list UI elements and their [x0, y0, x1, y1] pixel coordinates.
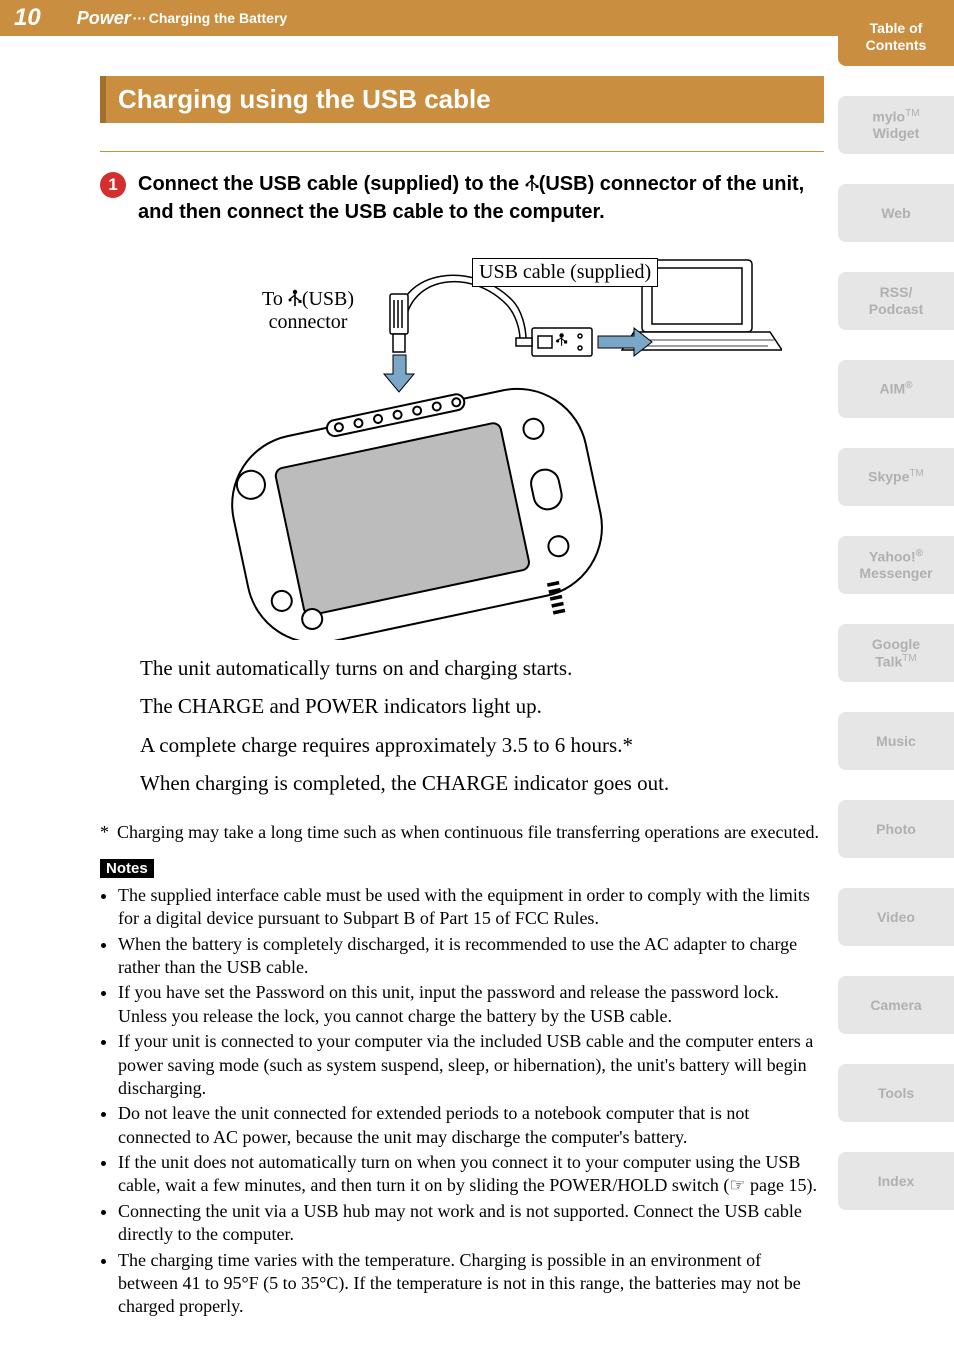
footnote: * Charging may take a long time such as … — [100, 821, 824, 844]
note-item: If your unit is connected to your comput… — [118, 1030, 824, 1100]
section-rule — [100, 151, 824, 152]
nav-tab-label: GoogleTalkTM — [872, 636, 920, 670]
nav-tab[interactable]: Video — [838, 888, 954, 946]
nav-tab[interactable]: Music — [838, 712, 954, 770]
page-number: 10 — [14, 4, 41, 32]
nav-tab-label: AIM® — [879, 380, 912, 397]
nav-tab[interactable]: Camera — [838, 976, 954, 1034]
nav-tab-label: Photo — [876, 821, 916, 838]
diagram-label-cable: USB cable (supplied) — [472, 258, 658, 287]
page-header: 10 Power ··· Charging the Battery — [0, 0, 954, 36]
step-1: 1 Connect the USB cable (supplied) to th… — [100, 170, 824, 226]
nav-tab[interactable]: GoogleTalkTM — [838, 624, 954, 682]
content-area: Charging using the USB cable 1 Connect t… — [0, 36, 824, 1361]
usb-icon — [288, 289, 302, 307]
usb-icon — [525, 174, 539, 192]
nav-tab[interactable]: RSS/Podcast — [838, 272, 954, 330]
nav-tab-label: Web — [881, 205, 910, 222]
body-line: A complete charge requires approximately… — [140, 731, 824, 759]
nav-tab-label: Music — [876, 733, 916, 750]
body-line: The CHARGE and POWER indicators light up… — [140, 692, 824, 720]
nav-tab[interactable]: myloTMWidget — [838, 96, 954, 154]
note6-after: page 15). — [746, 1175, 817, 1195]
connector-label-l3: connector — [269, 311, 348, 333]
nav-tab[interactable]: SkypeTM — [838, 448, 954, 506]
nav-tab[interactable]: Photo — [838, 800, 954, 858]
note-item: Do not leave the unit connected for exte… — [118, 1102, 824, 1149]
nav-tab-label: Video — [877, 909, 915, 926]
nav-tab-label: Camera — [870, 997, 921, 1014]
diagram-svg: ▌▌▌▌▌ — [142, 240, 782, 640]
nav-tab-label: Table of Contents — [842, 20, 950, 54]
step-text-before: Connect the USB cable (supplied) to the — [138, 173, 525, 195]
step-number-badge: 1 — [100, 172, 126, 198]
body-line: When charging is completed, the CHARGE i… — [140, 769, 824, 797]
notes-label: Notes — [100, 859, 154, 878]
nav-tab-label: SkypeTM — [868, 468, 924, 485]
note-item: The charging time varies with the temper… — [118, 1249, 824, 1319]
diagram-label-connector: To (USB) connector — [262, 288, 354, 334]
side-nav: Table of Contents myloTMWidget Web RSS/Podc… — [838, 8, 954, 1210]
nav-tab[interactable]: AIM® — [838, 360, 954, 418]
nav-tab[interactable]: Index — [838, 1152, 954, 1210]
note6-before: If the unit does not automatically turn … — [118, 1152, 800, 1195]
connector-label-l1: To — [262, 288, 288, 310]
pointing-hand-icon: ☞ — [729, 1174, 745, 1197]
nav-tab[interactable]: Tools — [838, 1064, 954, 1122]
note-item: When the battery is completely discharge… — [118, 933, 824, 980]
connection-diagram: ▌▌▌▌▌ To (USB) connector USB cable (supp… — [142, 240, 782, 640]
footnote-text: Charging may take a long time such as wh… — [117, 821, 819, 844]
step-instruction: Connect the USB cable (supplied) to the … — [138, 170, 824, 226]
note-item: The supplied interface cable must be use… — [118, 884, 824, 931]
footnote-star: * — [100, 821, 109, 844]
note-item: If the unit does not automatically turn … — [118, 1151, 824, 1198]
nav-tab-label: RSS/Podcast — [869, 284, 923, 318]
nav-tab-label: myloTMWidget — [872, 108, 919, 142]
nav-tab-label: Yahoo!®Messenger — [859, 548, 932, 582]
header-subsection: Charging the Battery — [149, 10, 287, 26]
notes-list: The supplied interface cable must be use… — [100, 884, 824, 1319]
nav-tab[interactable]: Web — [838, 184, 954, 242]
nav-tab[interactable]: Table of Contents — [838, 8, 954, 66]
note-item: Connecting the unit via a USB hub may no… — [118, 1200, 824, 1247]
body-line: The unit automatically turns on and char… — [140, 654, 824, 682]
nav-tab-label: Index — [878, 1173, 915, 1190]
header-section: Power — [77, 8, 131, 29]
body-text-block: The unit automatically turns on and char… — [100, 654, 824, 797]
nav-tab[interactable]: Yahoo!®Messenger — [838, 536, 954, 594]
note-item: If you have set the Password on this uni… — [118, 981, 824, 1028]
header-separator: ··· — [133, 10, 147, 26]
section-title: Charging using the USB cable — [100, 76, 824, 123]
connector-label-l2: (USB) — [302, 288, 354, 310]
nav-tab-label: Tools — [878, 1085, 914, 1102]
